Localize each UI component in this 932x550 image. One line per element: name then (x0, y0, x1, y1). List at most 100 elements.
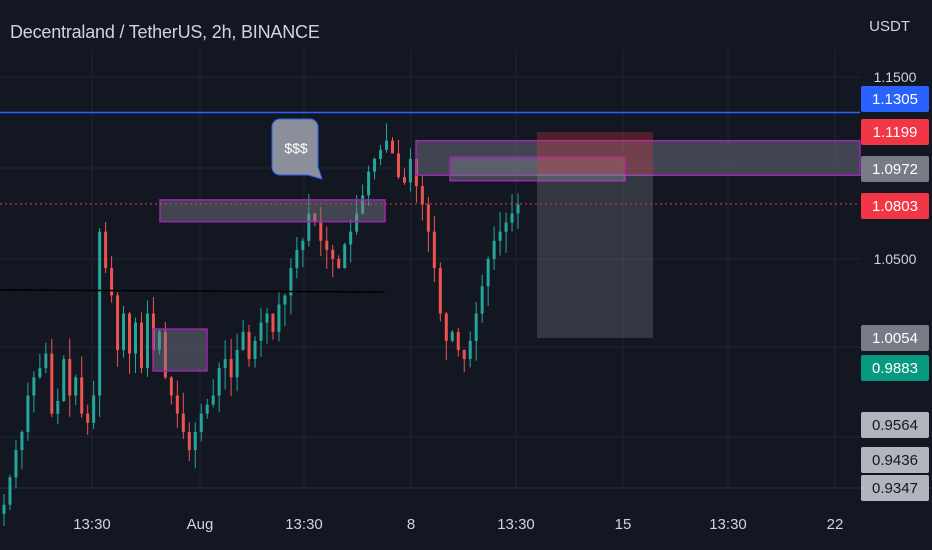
price-label: 0.9883 (872, 360, 918, 377)
price-label: 1.1199 (873, 124, 918, 141)
candle-body (516, 204, 520, 214)
x-tick-label: 13:30 (709, 516, 747, 533)
x-tick-label: Aug (187, 516, 214, 533)
candle-body (86, 413, 90, 423)
candle-body (361, 195, 365, 214)
candle-body (420, 186, 424, 205)
candle-body (456, 331, 460, 350)
price-label: 0.9436 (872, 452, 918, 469)
candle-body (486, 259, 490, 287)
candle-body (98, 231, 102, 396)
candle-body (474, 313, 478, 341)
candle-body (301, 240, 305, 250)
candle-body (289, 268, 293, 296)
candle-body (391, 140, 395, 154)
candle-body (307, 213, 311, 241)
candle-body (44, 353, 48, 369)
candle-body (337, 259, 341, 269)
candle-body (32, 377, 36, 396)
price-label: 1.0803 (872, 198, 918, 215)
candle-body (313, 213, 317, 223)
price-label-box (861, 119, 929, 145)
candle-body (438, 268, 442, 314)
candle-body (68, 359, 72, 396)
candle-body (480, 286, 484, 314)
price-label-box (861, 475, 929, 501)
candle-body (74, 377, 78, 396)
y-tick-label: 1.0500 (874, 251, 917, 267)
candle-body (373, 158, 377, 172)
callout-text: $$$ (284, 140, 308, 156)
supply-demand-zone (449, 156, 626, 182)
supply-demand-zone (152, 328, 208, 372)
candle-body (223, 359, 227, 369)
candle-body (157, 331, 161, 350)
candle-body (253, 340, 257, 360)
candle-body (355, 213, 359, 232)
price-label-box (861, 355, 929, 381)
price-label: 1.1305 (872, 91, 918, 108)
candle-body (367, 171, 371, 196)
candle-body (259, 322, 263, 341)
candle-body (163, 331, 167, 378)
candle-body (283, 295, 287, 305)
candle-body (498, 231, 502, 241)
candle-body (2, 504, 6, 514)
candle-body (331, 249, 335, 259)
x-tick-label: 13:30 (73, 516, 111, 533)
x-tick-label: 15 (615, 516, 632, 533)
candle-body (229, 359, 233, 378)
candle-body (62, 359, 66, 401)
candle-body (116, 295, 120, 350)
candle-body (145, 313, 149, 369)
candle-body (325, 240, 329, 250)
candle-body (104, 231, 108, 269)
candle-body (295, 249, 299, 269)
candle-body (56, 400, 60, 414)
candle-body (385, 140, 389, 150)
position-target-zone (537, 174, 653, 338)
candle-body (396, 153, 400, 178)
candle-body (319, 222, 323, 241)
candle-body (349, 231, 353, 245)
x-tick-label: 8 (407, 516, 415, 533)
candle-body (139, 322, 143, 369)
candle-body (408, 158, 412, 183)
candle-body (462, 350, 466, 360)
price-label-box (861, 193, 929, 219)
symbol-title[interactable]: Decentraland / TetherUS, 2h, BINANCE (10, 22, 320, 42)
position-risk-zone (537, 132, 653, 174)
candle-body (38, 368, 42, 378)
candle-body (20, 431, 24, 451)
candle-body (468, 340, 472, 360)
candle-body (199, 413, 203, 432)
candle-body (444, 313, 448, 341)
candle-body (128, 313, 132, 354)
candle-body (265, 313, 269, 323)
callout-bubble (271, 118, 323, 180)
candle-body (26, 395, 30, 432)
candle-body (277, 304, 281, 332)
candle-body (169, 377, 173, 396)
candle-body (241, 331, 245, 350)
x-tick-label: 13:30 (497, 516, 535, 533)
price-label: 1.0972 (872, 161, 918, 178)
price-label: 0.9347 (872, 480, 918, 497)
candle-body (343, 244, 347, 269)
candle-body (187, 431, 191, 451)
price-label-box (861, 325, 929, 351)
price-label-box (861, 447, 929, 473)
candle-body (175, 395, 179, 414)
candle-body (8, 477, 12, 505)
candle-body (432, 231, 436, 269)
price-label: 1.0054 (872, 330, 918, 347)
candle-body (379, 149, 383, 159)
candle-body (450, 331, 454, 341)
y-tick-label: 1.1500 (874, 69, 917, 85)
candle-body (235, 350, 239, 378)
supply-demand-zone (159, 199, 386, 223)
currency-label: USDT (869, 18, 910, 35)
x-tick-label: 13:30 (285, 516, 323, 533)
